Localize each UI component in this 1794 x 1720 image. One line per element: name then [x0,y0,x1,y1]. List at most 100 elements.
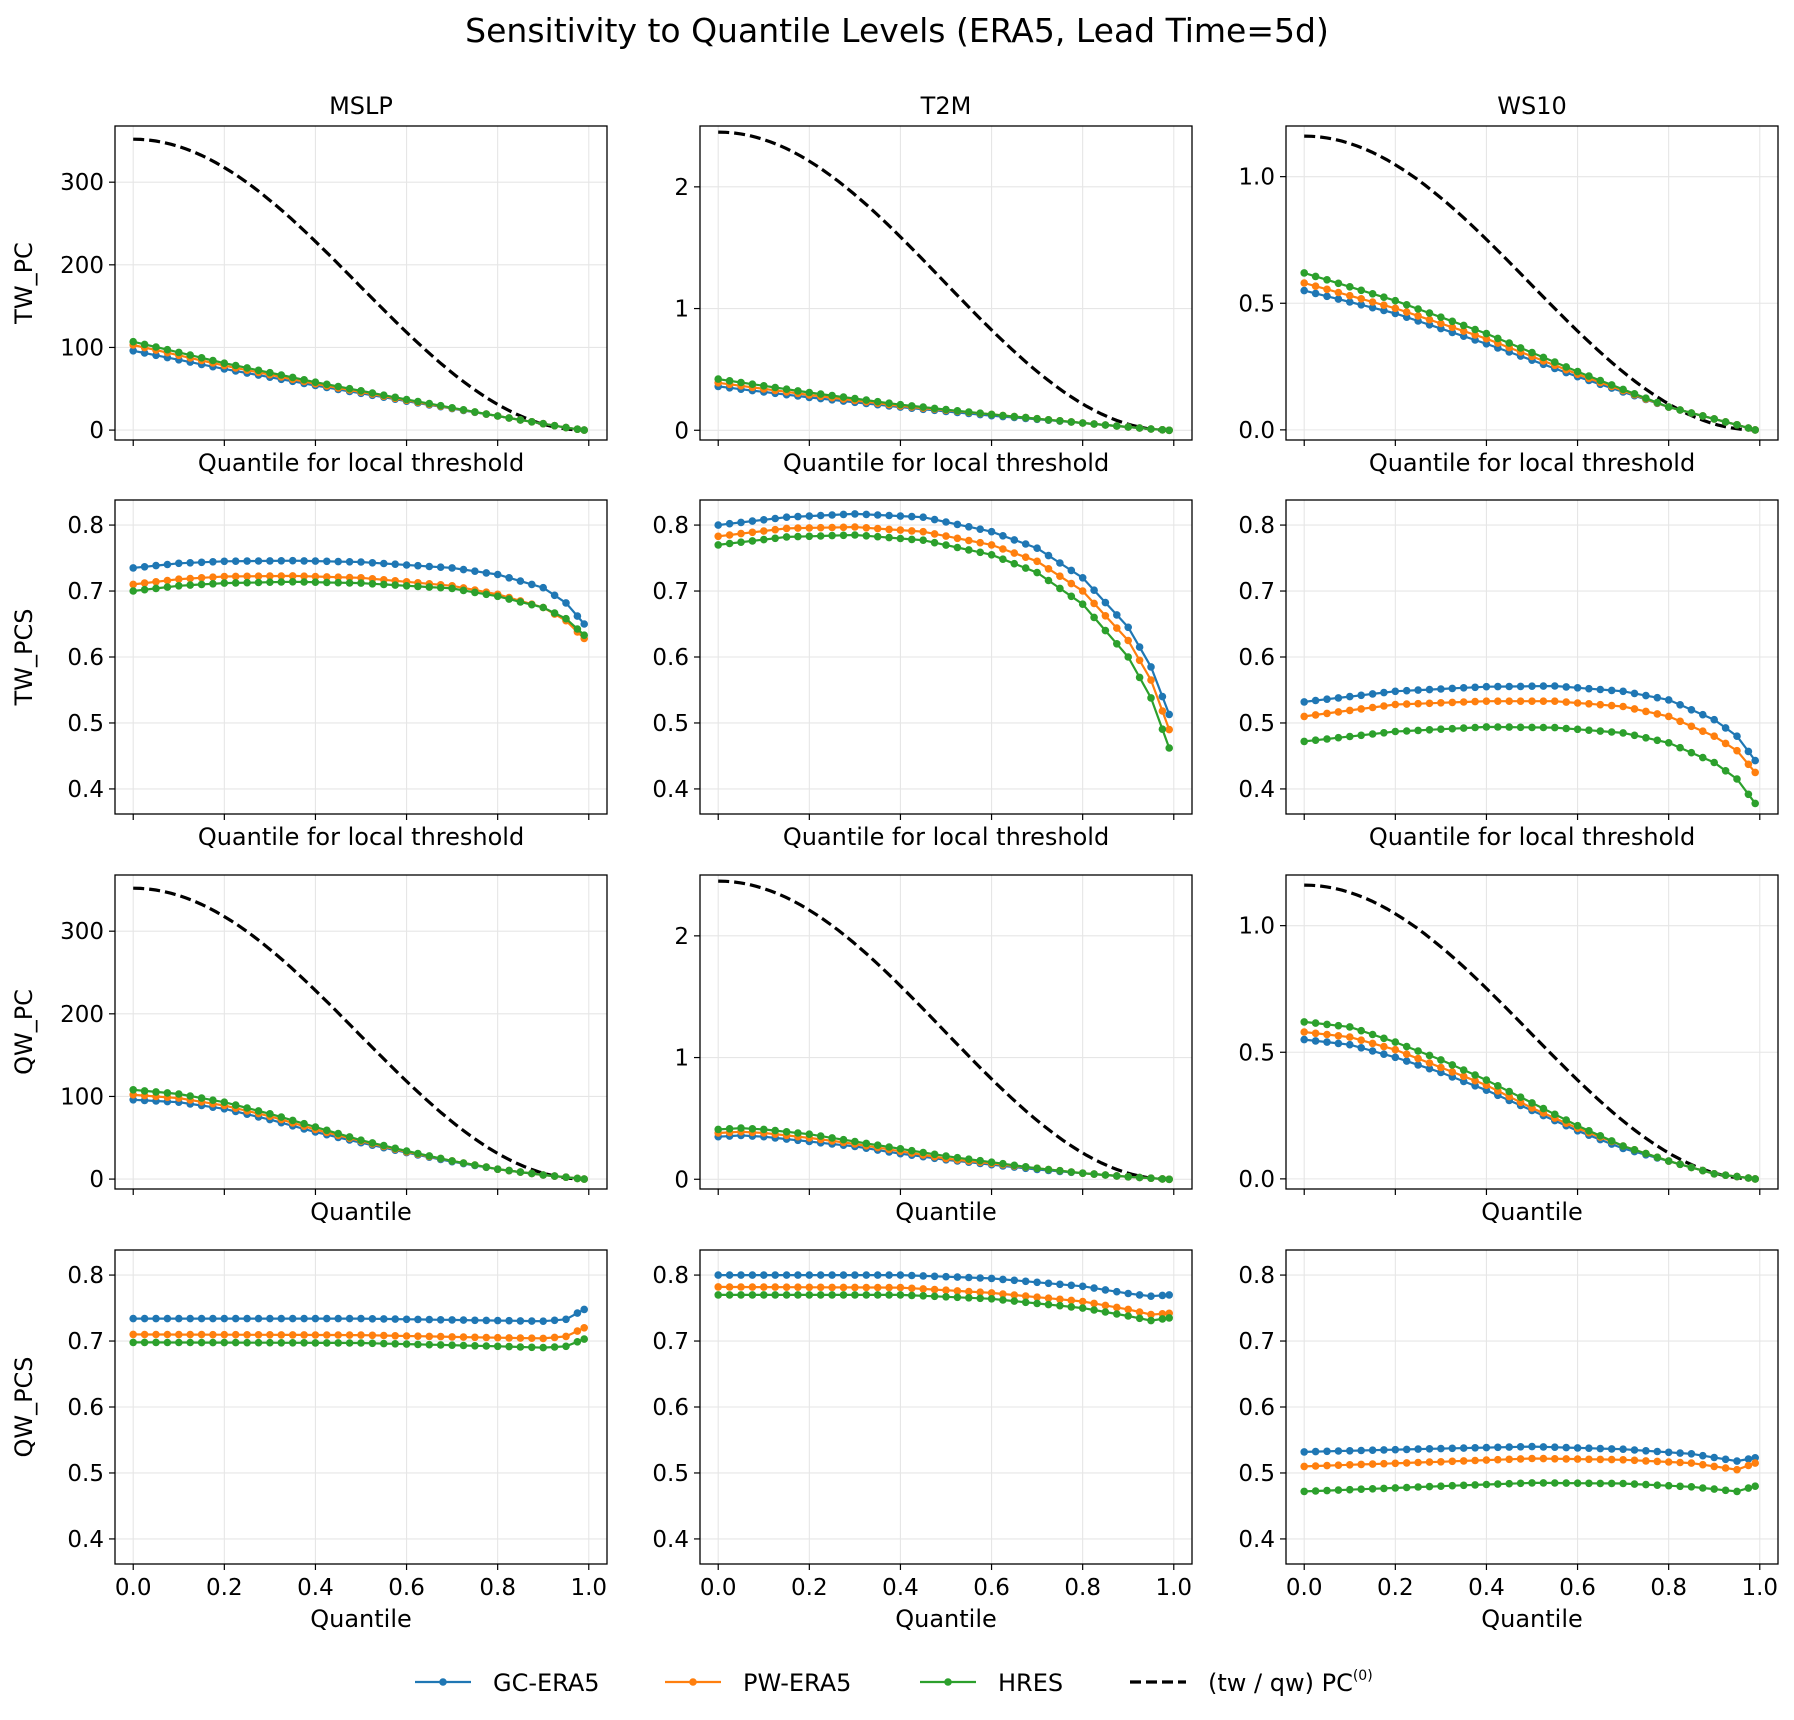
data-point-pw-era5 [816,523,825,532]
data-point-hres [1101,1171,1110,1179]
data-point-hres [391,581,400,589]
data-point-hres [186,1092,194,1100]
data-point-hres [1562,724,1570,733]
data-point-gc-era5 [1391,1053,1400,1062]
data-point-hres [1585,1127,1593,1135]
data-point-hres [839,393,848,401]
data-point-hres [1471,1071,1479,1079]
data-point-hres [1573,725,1582,734]
data-point-hres [436,401,445,410]
data-point-hres [1710,1170,1718,1178]
data-point-hres [1090,613,1098,622]
data-point-pw-era5 [1619,1456,1627,1464]
data-point-pw-era5 [908,1284,916,1293]
data-point-hres [1311,272,1320,281]
y-tick-label: 0.5 [1238,291,1275,317]
data-point-gc-era5 [1334,295,1343,303]
data-point-hres [873,532,882,541]
data-point-hres [1676,1160,1684,1169]
data-point-gc-era5 [152,1314,160,1323]
data-point-pw-era5 [300,1331,308,1339]
data-point-gc-era5 [1596,685,1605,694]
data-point-hres [1334,1021,1343,1030]
data-point-hres [175,1338,183,1347]
data-point-hres [1311,736,1320,744]
data-point-hres [999,1296,1007,1304]
data-point-gc-era5 [175,559,183,568]
data-point-pw-era5 [1573,1455,1582,1463]
data-point-pw-era5 [1619,702,1627,711]
data-point-pw-era5 [805,524,814,532]
data-point-gc-era5 [1124,1289,1132,1298]
y-tick-label: 0.7 [67,579,104,605]
data-point-gc-era5 [999,1275,1007,1284]
x-tick-label: 0.6 [388,1575,425,1601]
data-point-gc-era5 [862,1271,871,1279]
data-point-gc-era5 [1334,1447,1343,1455]
data-point-hres [976,548,984,557]
data-point-gc-era5 [1311,696,1320,705]
data-point-hres [1158,426,1167,434]
panel-ws10-qw-pc: 0.0 0.5 1.0 Quantile [1238,874,1779,1226]
data-point-gc-era5 [459,1316,468,1324]
data-point-hres [550,609,559,617]
data-point-hres [1021,1163,1030,1171]
data-point-gc-era5 [323,1314,331,1323]
data-point-gc-era5 [414,561,422,570]
data-point-hres [1021,413,1030,422]
data-point-pw-era5 [505,1334,513,1342]
data-point-pw-era5 [1323,1030,1331,1039]
data-point-hres [197,1338,206,1347]
data-point-pw-era5 [1067,579,1076,588]
data-point-gc-era5 [277,557,286,565]
data-point-gc-era5 [1124,623,1132,632]
data-point-pw-era5 [1021,553,1030,561]
data-point-hres [953,543,962,552]
data-point-hres [152,1338,160,1347]
data-point-hres [1346,283,1354,291]
data-point-hres [862,396,871,404]
data-point-hres [1573,1121,1582,1130]
data-point-pw-era5 [999,1290,1007,1298]
data-point-hres [300,578,308,586]
data-point-pw-era5 [580,1324,588,1332]
data-point-pw-era5 [896,1283,905,1292]
data-point-gc-era5 [1607,686,1616,695]
data-point-hres [1551,723,1559,732]
x-axis-label: Quantile [895,1605,997,1633]
data-point-hres [862,532,871,540]
data-point-hres [1619,729,1627,737]
data-point-hres [425,1152,434,1160]
data-point-hres [737,538,745,546]
y-tick-label: 0.4 [1238,1527,1275,1553]
panel-t2m-qw-pc: 0 1 2 Quantile [674,874,1193,1226]
data-point-pw-era5 [1459,1457,1468,1465]
data-point-gc-era5 [839,510,848,519]
data-point-gc-era5 [493,570,502,579]
data-point-hres [380,1339,388,1348]
data-point-pw-era5 [1021,1292,1030,1300]
data-point-hres [345,384,354,393]
data-point-hres [1459,724,1468,732]
data-point-hres [748,380,757,389]
data-point-hres [1607,1479,1616,1488]
data-point-hres [459,586,468,595]
data-point-hres [1539,1104,1548,1113]
data-point-hres [1459,1066,1468,1074]
data-point-pw-era5 [186,574,194,583]
data-point-hres [277,1339,286,1347]
y-tick-label: 1.0 [1238,914,1275,940]
data-point-hres [209,1096,217,1104]
data-point-pw-era5 [737,529,745,538]
data-point-hres [129,587,137,595]
data-point-gc-era5 [573,612,582,620]
data-point-gc-era5 [725,519,734,528]
data-point-pw-era5 [953,534,962,543]
data-point-gc-era5 [1630,689,1639,698]
column-title: WS10 [1497,92,1567,120]
data-point-pw-era5 [414,1332,422,1340]
data-point-hres [965,1155,973,1163]
x-tick-label: 0.8 [1064,1575,1101,1601]
data-point-hres [816,532,825,540]
data-point-pw-era5 [1437,319,1445,328]
